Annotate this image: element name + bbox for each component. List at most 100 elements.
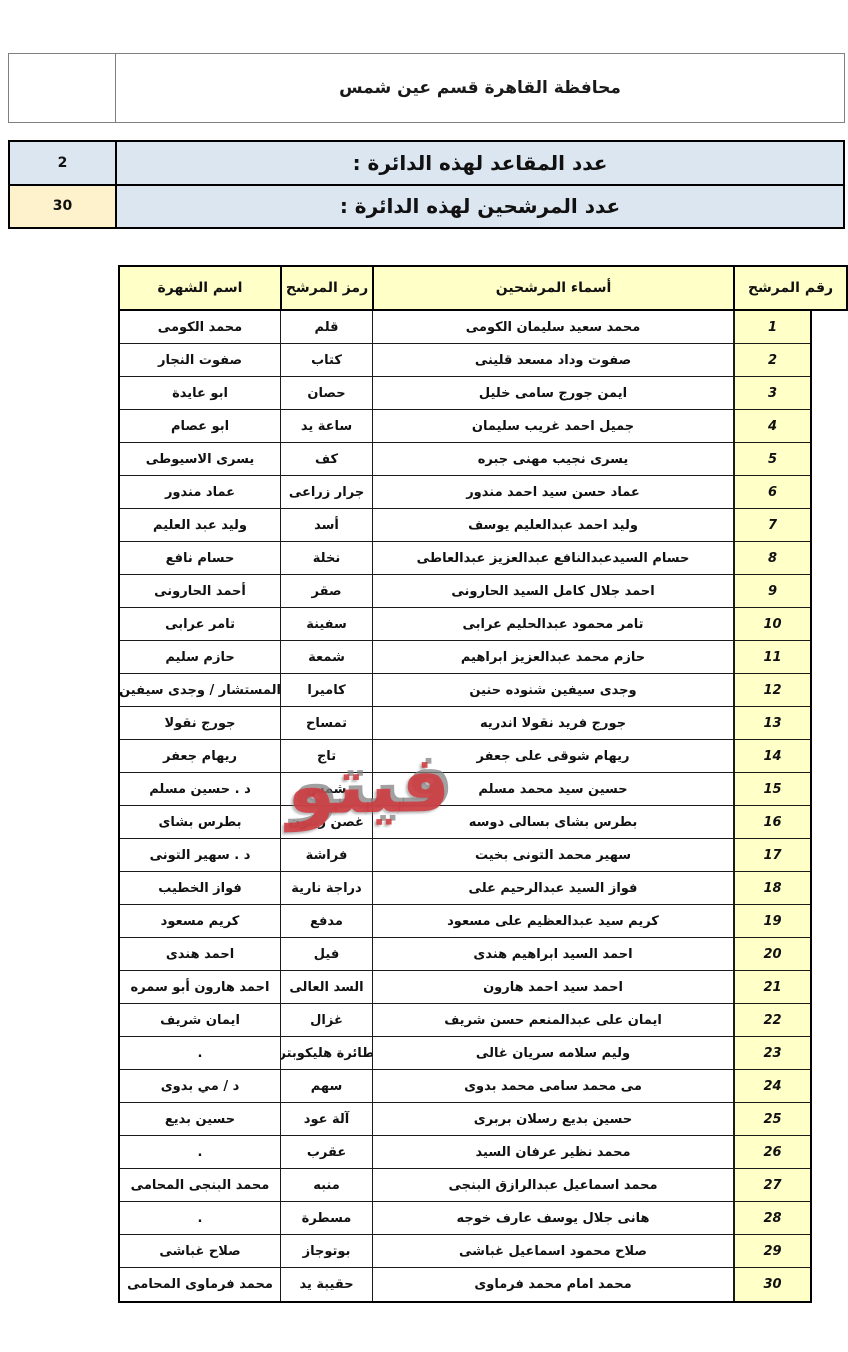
table-row: ريهام جعفر تاج ريهام شوقى على جعفر 14 xyxy=(120,740,810,773)
cell-symbol: فيل xyxy=(280,938,372,970)
cell-number: 10 xyxy=(733,608,810,640)
cell-alias: تامر عرابى xyxy=(165,616,235,632)
table-row: صلاح غباشى بوتوجاز صلاح محمود اسماعيل غب… xyxy=(120,1235,810,1268)
cell-alias: بطرس بشاى xyxy=(158,814,242,830)
cell-alias: محمد فرماوى المحامى xyxy=(127,1277,273,1292)
district-title: محافظة القاهرة قسم عين شمس xyxy=(339,78,621,98)
header-cell-alias: اسم الشهرة xyxy=(157,280,243,296)
cell-name: حسين سيد محمد مسلم xyxy=(372,773,733,805)
cell-alias: أحمد الحارونى xyxy=(154,583,246,599)
cell-name: محمد اسماعيل عبدالرازق البنجى xyxy=(372,1169,733,1201)
candidates-table-header: اسم الشهرة رمز المرشح أسماء المرشحين رقم… xyxy=(118,265,848,311)
cell-symbol: تاج xyxy=(280,740,372,772)
cell-symbol: كتاب xyxy=(280,344,372,376)
table-row: ابو عصام ساعة يد جميل احمد غريب سليمان 4 xyxy=(120,410,810,443)
cell-symbol: مدفع xyxy=(280,905,372,937)
cell-name: احمد السيد ابراهيم هندى xyxy=(372,938,733,970)
cell-name: تامر محمود عبدالحليم عرابى xyxy=(372,608,733,640)
cell-symbol: ساعة يد xyxy=(280,410,372,442)
table-row: أحمد الحارونى صقر احمد جلال كامل السيد ا… xyxy=(120,575,810,608)
cell-symbol: عقرب xyxy=(280,1136,372,1168)
cell-alias: يسرى الاسيوطى xyxy=(145,451,255,467)
cell-alias: وليد عبد العليم xyxy=(153,517,248,533)
table-row: جورج نقولا تمساح جورج فريد نقولا اندريه … xyxy=(120,707,810,740)
cell-symbol: دراجة نارية xyxy=(280,872,372,904)
cell-name: عماد حسن سيد احمد مندور xyxy=(372,476,733,508)
cell-alias: ايمان شريف xyxy=(160,1012,240,1028)
cell-number: 11 xyxy=(733,641,810,673)
table-row: عماد مندور جرار زراعى عماد حسن سيد احمد … xyxy=(120,476,810,509)
table-row: كريم مسعود مدفع كريم سيد عبدالعظيم على م… xyxy=(120,905,810,938)
table-row: احمد هندى فيل احمد السيد ابراهيم هندى 20 xyxy=(120,938,810,971)
cell-number: 22 xyxy=(733,1004,810,1036)
table-row: ابو عايدة حصان ايمن جورج سامى خليل 3 xyxy=(120,377,810,410)
cell-number: 15 xyxy=(733,773,810,805)
table-row: د . حسين مسلم شمس حسين سيد محمد مسلم 15 xyxy=(120,773,810,806)
cell-name: محمد نظير عرفان السيد xyxy=(372,1136,733,1168)
cell-alias: حسين بديع xyxy=(164,1111,236,1127)
cell-symbol: تمساح xyxy=(280,707,372,739)
candidates-count-row: 30 عدد المرشحين لهذه الدائرة : xyxy=(10,185,843,227)
cell-name: مى محمد سامى محمد بدوى xyxy=(372,1070,733,1102)
table-row: . مسطرة هانى جلال يوسف عارف خوجه 28 xyxy=(120,1202,810,1235)
table-row: صفوت النجار كتاب صفوت وداد مسعد قلينى 2 xyxy=(120,344,810,377)
cell-number: 14 xyxy=(733,740,810,772)
candidates-count-value: 30 xyxy=(10,185,117,227)
district-stats-table: 2 عدد المقاعد لهذه الدائرة : 30 عدد المر… xyxy=(8,140,845,229)
table-row: د . سهير التونى فراشة سهير محمد التونى ب… xyxy=(120,839,810,872)
cell-symbol: حصان xyxy=(280,377,372,409)
cell-name: ايمن جورج سامى خليل xyxy=(372,377,733,409)
cell-name: ايمان على عبدالمنعم حسن شريف xyxy=(372,1004,733,1036)
table-row: فواز الخطيب دراجة نارية فواز السيد عبدال… xyxy=(120,872,810,905)
table-row: حازم سليم شمعة حازم محمد عبدالعزيز ابراه… xyxy=(120,641,810,674)
cell-name: حازم محمد عبدالعزيز ابراهيم xyxy=(372,641,733,673)
cell-alias: محمد الكومى xyxy=(157,319,243,335)
cell-alias: حسام نافع xyxy=(165,550,235,566)
cell-symbol: طائرة هليكوبتر xyxy=(280,1037,372,1069)
cell-symbol: شمعة xyxy=(280,641,372,673)
cell-name: جورج فريد نقولا اندريه xyxy=(372,707,733,739)
cell-name: كريم سيد عبدالعظيم على مسعود xyxy=(372,905,733,937)
cell-alias: محمد البنجى المحامى xyxy=(130,1177,270,1193)
cell-symbol: كف xyxy=(280,443,372,475)
cell-name: صفوت وداد مسعد قلينى xyxy=(372,344,733,376)
cell-name: وجدى سيفين شنوده حنين xyxy=(372,674,733,706)
header-cell-number: رقم المرشح xyxy=(733,267,846,309)
cell-number: 17 xyxy=(733,839,810,871)
cell-alias: جورج نقولا xyxy=(164,715,236,731)
cell-alias: ابو عصام xyxy=(170,418,230,434)
header-cell-symbol: رمز المرشح xyxy=(280,267,372,309)
cell-alias: . xyxy=(197,1210,203,1226)
cell-number: 28 xyxy=(733,1202,810,1234)
cell-number: 8 xyxy=(733,542,810,574)
cell-symbol: السد العالى xyxy=(280,971,372,1003)
cell-number: 29 xyxy=(733,1235,810,1267)
table-row: المستشار / وجدى سيفين كاميرا وجدى سيفين … xyxy=(120,674,810,707)
cell-symbol: مسطرة xyxy=(280,1202,372,1234)
seats-row: 2 عدد المقاعد لهذه الدائرة : xyxy=(10,142,843,186)
cell-alias: فواز الخطيب xyxy=(158,880,242,896)
cell-name: فواز السيد عبدالرحيم على xyxy=(372,872,733,904)
table-row: . طائرة هليكوبتر وليم سلامه سريان غالى 2… xyxy=(120,1037,810,1070)
cell-alias: . xyxy=(197,1045,203,1061)
cell-name: وليد احمد عبدالعليم يوسف xyxy=(372,509,733,541)
table-row: حسام نافع نخلة حسام السيدعبدالنافع عبدال… xyxy=(120,542,810,575)
cell-symbol: شمس xyxy=(280,773,372,805)
header-cell-names: أسماء المرشحين xyxy=(372,267,733,309)
candidates-count-label: عدد المرشحين لهذه الدائرة : xyxy=(117,185,843,227)
cell-alias: المستشار / وجدى سيفين xyxy=(120,682,280,698)
cell-name: جميل احمد غريب سليمان xyxy=(372,410,733,442)
cell-alias: عماد مندور xyxy=(164,484,236,500)
district-title-box: محافظة القاهرة قسم عين شمس xyxy=(8,53,845,123)
table-row: تامر عرابى سفينة تامر محمود عبدالحليم عر… xyxy=(120,608,810,641)
cell-symbol: فراشة xyxy=(280,839,372,871)
cell-alias: حازم سليم xyxy=(165,649,235,665)
cell-symbol: سفينة xyxy=(280,608,372,640)
cell-name: احمد سيد احمد هارون xyxy=(372,971,733,1003)
table-row: محمد فرماوى المحامى حقيبة يد محمد امام م… xyxy=(120,1268,810,1301)
cell-symbol: صقر xyxy=(280,575,372,607)
table-row: بطرس بشاى غصن زيتون بطرس بشاى بسالى دوسه… xyxy=(120,806,810,839)
table-row: . عقرب محمد نظير عرفان السيد 26 xyxy=(120,1136,810,1169)
table-row: يسرى الاسيوطى كف يسرى نجيب مهنى جبره 5 xyxy=(120,443,810,476)
